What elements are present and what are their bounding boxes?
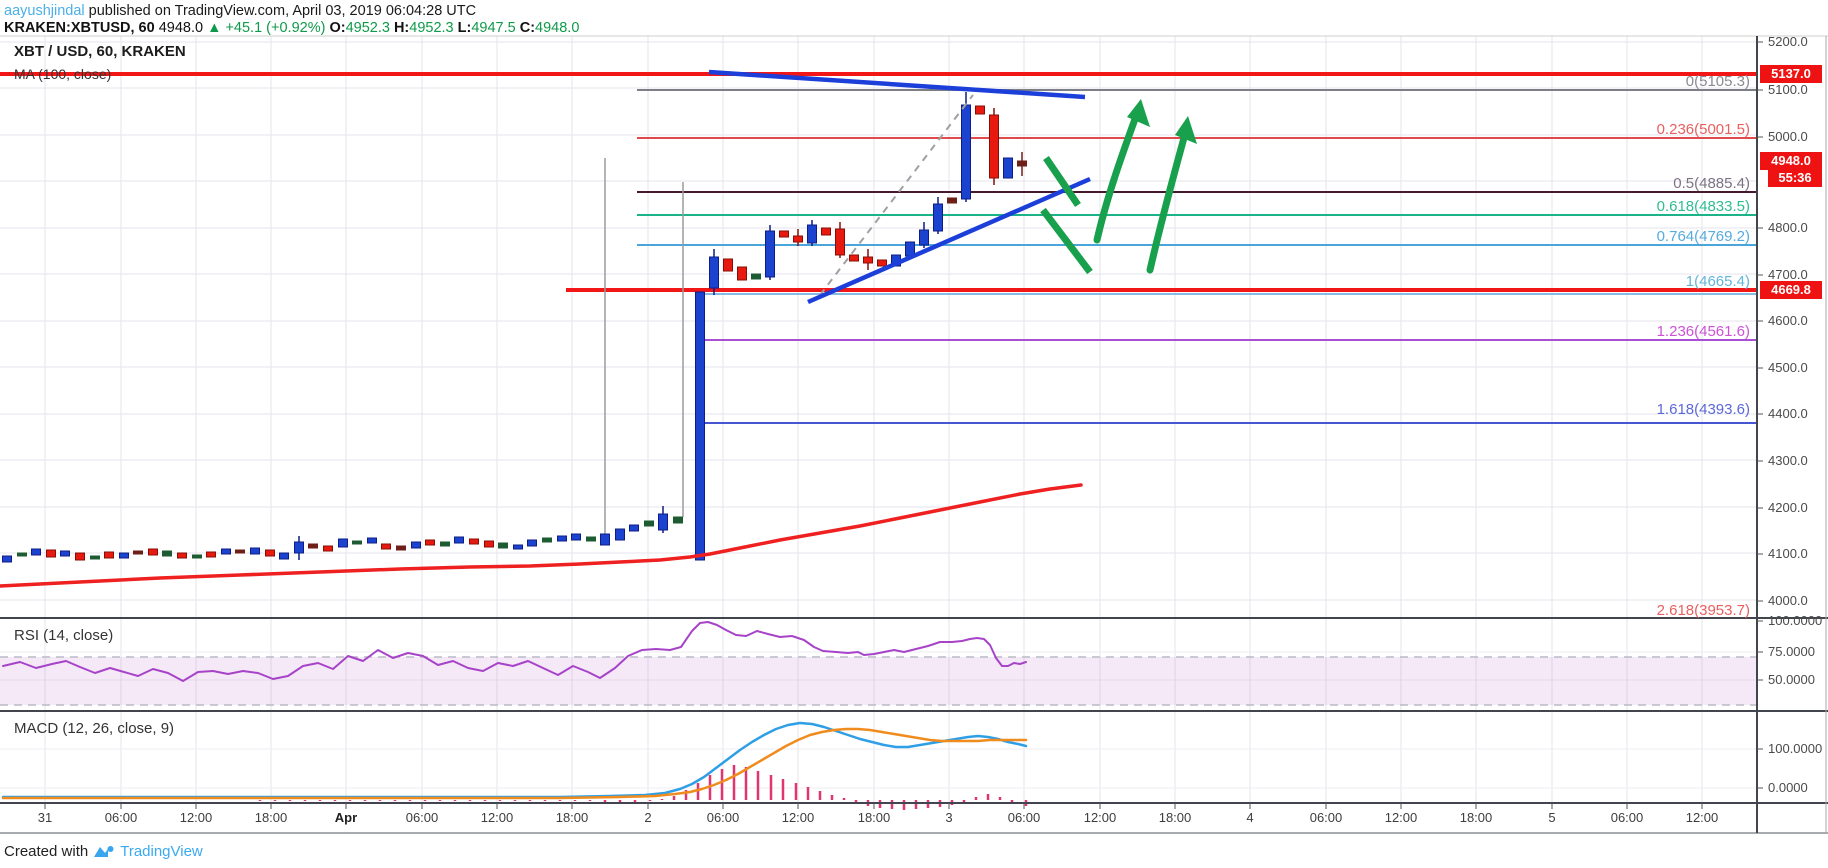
tradingview-brand-link[interactable]: TradingView bbox=[120, 843, 203, 860]
time-axis-label: 18:00 bbox=[254, 810, 288, 825]
fib-level-label: 1.236(4561.6) bbox=[1656, 323, 1750, 340]
price-axis-label: 4000.0 bbox=[1768, 593, 1808, 608]
fib-level-label: 1(4665.4) bbox=[1685, 273, 1750, 290]
price-axis-label: 5200.0 bbox=[1768, 34, 1808, 49]
ohlc-segment: ▲ +45.1 (+0.92%) bbox=[207, 20, 330, 36]
time-axis-label: 12:00 bbox=[480, 810, 514, 825]
time-axis-label: 06:00 bbox=[1007, 810, 1041, 825]
time-axis-label: 18:00 bbox=[1459, 810, 1493, 825]
publish-text: published on TradingView.com, April 03, … bbox=[84, 3, 477, 19]
fib-level-label: 0.764(4769.2) bbox=[1656, 228, 1750, 245]
time-axis-label: 06:00 bbox=[706, 810, 740, 825]
price-axis-label: 4400.0 bbox=[1768, 406, 1808, 421]
ohlc-segment: H: bbox=[393, 20, 410, 36]
price-axis-label: 4300.0 bbox=[1768, 453, 1808, 468]
time-axis-label: 4 bbox=[1246, 810, 1254, 825]
ohlc-segment: KRAKEN:XBTUSD, 60 bbox=[4, 20, 159, 36]
ohlc-segment: 4948.0 bbox=[158, 20, 208, 36]
price-axis-label: 100.0000 bbox=[1768, 741, 1823, 756]
fib-level-label: 2.618(3953.7) bbox=[1656, 602, 1750, 619]
ma-indicator-label[interactable]: MA (100, close) bbox=[14, 66, 112, 82]
time-axis-label: 12:00 bbox=[781, 810, 815, 825]
fib-level-label: 0.236(5001.5) bbox=[1656, 121, 1750, 138]
time-axis-label: 31 bbox=[37, 810, 53, 825]
price-axis-label: 100.0000 bbox=[1768, 613, 1823, 628]
price-axis-label: 4800.0 bbox=[1768, 220, 1808, 235]
time-axis-label: Apr bbox=[334, 810, 358, 825]
price-badge: 4948.0 bbox=[1760, 152, 1822, 170]
rsi-indicator-label[interactable]: RSI (14, close) bbox=[14, 627, 114, 644]
time-axis-label: 18:00 bbox=[1158, 810, 1192, 825]
time-axis-label: 12:00 bbox=[1685, 810, 1719, 825]
time-axis-label: 12:00 bbox=[1083, 810, 1117, 825]
time-axis-label: 18:00 bbox=[857, 810, 891, 825]
price-axis-label: 5000.0 bbox=[1768, 129, 1808, 144]
fib-level-label: 0.618(4833.5) bbox=[1656, 198, 1750, 215]
ohlc-segment: L: bbox=[457, 20, 472, 36]
price-badge: 4669.8 bbox=[1760, 281, 1822, 299]
time-axis-label: 06:00 bbox=[1309, 810, 1343, 825]
chart-title: XBT / USD, 60, KRAKEN bbox=[14, 43, 186, 60]
price-axis-label: 4600.0 bbox=[1768, 313, 1808, 328]
price-axis-label: 4500.0 bbox=[1768, 360, 1808, 375]
time-axis-label: 06:00 bbox=[104, 810, 138, 825]
time-axis-label: 18:00 bbox=[555, 810, 589, 825]
fib-level-label: 0(5105.3) bbox=[1685, 73, 1750, 90]
publish-info: aayushjindal published on TradingView.co… bbox=[4, 3, 476, 19]
fib-level-label: 1.618(4393.6) bbox=[1656, 401, 1750, 418]
ohlc-segment: C: bbox=[519, 20, 536, 36]
price-axis-label: 75.0000 bbox=[1768, 644, 1815, 659]
macd-indicator-label[interactable]: MACD (12, 26, close, 9) bbox=[14, 720, 175, 737]
ohlc-segment: 4952.3 bbox=[345, 20, 394, 36]
time-axis-label: 2 bbox=[644, 810, 652, 825]
price-badge: 55:36 bbox=[1768, 169, 1822, 187]
time-axis-label: 3 bbox=[945, 810, 953, 825]
ohlc-segment: O: bbox=[329, 20, 346, 36]
footer-attribution: Created with TradingView bbox=[4, 843, 203, 860]
price-axis-label: 5100.0 bbox=[1768, 82, 1808, 97]
price-axis-label: 4100.0 bbox=[1768, 546, 1808, 561]
ohlc-segment: 4947.5 bbox=[471, 20, 520, 36]
time-axis-label: 5 bbox=[1548, 810, 1556, 825]
ohlc-segment: 4952.3 bbox=[409, 20, 458, 36]
price-axis-label: 0.0000 bbox=[1768, 780, 1808, 795]
time-axis-label: 06:00 bbox=[1610, 810, 1644, 825]
time-axis-label: 12:00 bbox=[179, 810, 213, 825]
price-axis-label: 4200.0 bbox=[1768, 500, 1808, 515]
symbol-ohlc-row: KRAKEN:XBTUSD, 60 4948.0 ▲ +45.1 (+0.92%… bbox=[4, 20, 579, 36]
ohlc-segment: 4948.0 bbox=[535, 20, 580, 36]
time-axis-label: 12:00 bbox=[1384, 810, 1418, 825]
price-axis-label: 4700.0 bbox=[1768, 267, 1808, 282]
fib-level-label: 0.5(4885.4) bbox=[1673, 175, 1750, 192]
created-with-text: Created with bbox=[4, 843, 89, 860]
price-badge: 5137.0 bbox=[1760, 65, 1822, 83]
time-axis-label: 06:00 bbox=[405, 810, 439, 825]
tradingview-logo-icon[interactable] bbox=[93, 844, 115, 859]
price-axis-label: 50.0000 bbox=[1768, 672, 1815, 687]
author-name[interactable]: aayushjindal bbox=[4, 3, 85, 19]
